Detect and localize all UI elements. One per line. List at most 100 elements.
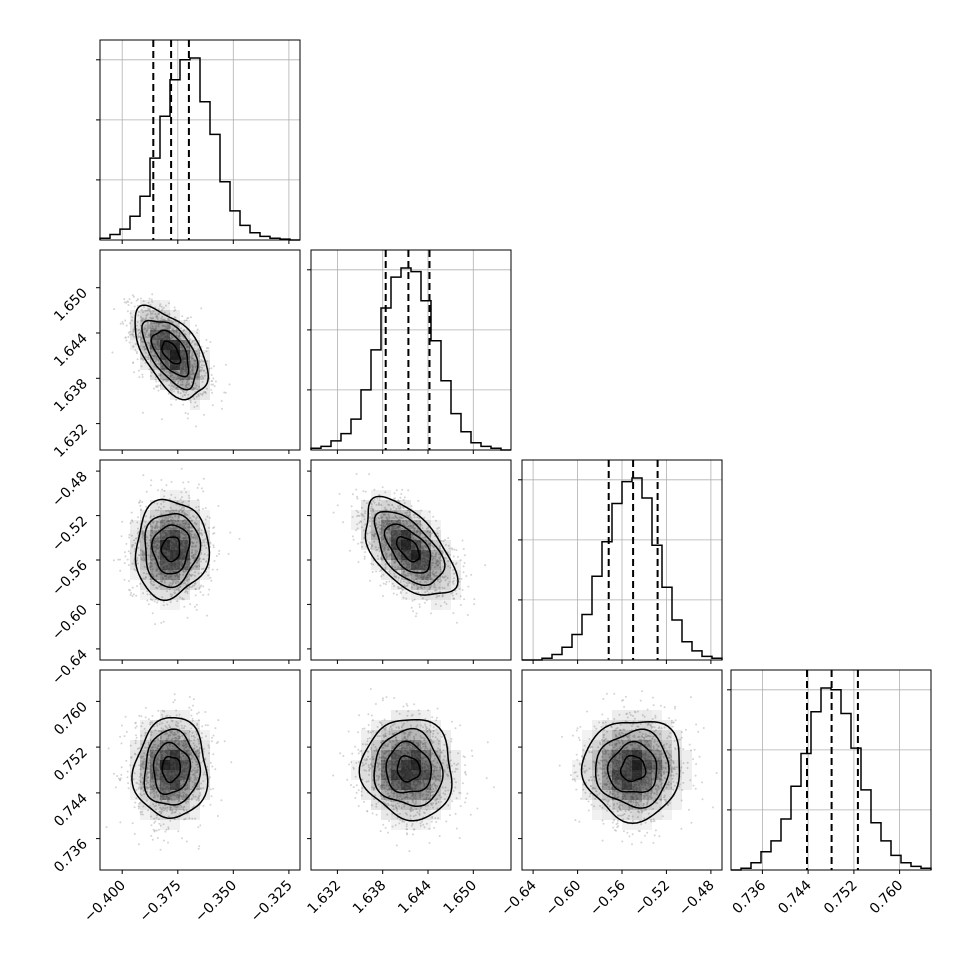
scatter-point [135, 594, 138, 597]
density-cell [351, 520, 361, 530]
scatter-point [128, 588, 130, 591]
scatter-point [211, 568, 214, 571]
scatter-point [467, 585, 470, 588]
scatter-point [193, 605, 196, 608]
scatter-point [157, 489, 159, 492]
scatter-point [466, 614, 469, 616]
scatter-point [141, 373, 144, 376]
scatter-point [155, 356, 158, 358]
scatter-point [153, 600, 156, 603]
scatter-point [221, 407, 223, 410]
scatter-point [177, 322, 180, 325]
scatter-point [379, 584, 382, 587]
scatter-point [132, 593, 135, 596]
density-cell [431, 560, 441, 570]
scatter-point [336, 504, 339, 507]
scatter-point [213, 526, 216, 529]
scatter-point [131, 316, 134, 319]
scatter-point [381, 486, 384, 489]
scatter-point [410, 606, 413, 609]
scatter-point [147, 603, 150, 606]
scatter-point [198, 845, 201, 848]
scatter-point [357, 561, 360, 564]
scatter-point [332, 511, 335, 514]
scatter-point [154, 623, 157, 626]
density-cell [381, 500, 391, 510]
scatter-point [206, 614, 208, 617]
scatter-point [213, 385, 216, 388]
scatter-point [452, 612, 455, 615]
density-cell [140, 590, 150, 600]
scatter-point [170, 480, 173, 483]
scatter-point [113, 308, 116, 311]
scatter-point [137, 335, 139, 338]
density-cell [190, 380, 200, 390]
density-cell [160, 500, 170, 510]
scatter-point [137, 311, 140, 313]
scatter-point [213, 560, 216, 562]
scatter-point [138, 501, 141, 504]
scatter-point [160, 621, 163, 624]
scatter-point [184, 385, 187, 387]
scatter-point [350, 505, 353, 508]
scatter-point [139, 330, 142, 332]
scatter-point [128, 536, 131, 539]
scatter-point [189, 603, 192, 606]
scatter-point [195, 395, 198, 398]
scatter-point [459, 604, 462, 606]
scatter-point [187, 481, 190, 483]
scatter-point [156, 601, 159, 604]
scatter-point [205, 338, 208, 341]
scatter-point [189, 316, 192, 319]
scatter-point [457, 555, 459, 558]
scatter-point [452, 555, 455, 558]
scatter-point [125, 324, 128, 327]
scatter-point [125, 542, 128, 545]
scatter-point [160, 479, 163, 481]
density-cell [170, 510, 180, 520]
scatter-point [123, 551, 126, 554]
scatter-point [186, 616, 189, 619]
scatter-point [155, 325, 158, 328]
scatter-point [392, 592, 395, 595]
scatter-point [415, 612, 418, 615]
scatter-point [123, 578, 126, 581]
scatter-point [189, 338, 192, 341]
scatter-point [127, 336, 130, 338]
scatter-point [149, 360, 152, 362]
scatter-point [210, 367, 213, 370]
scatter-point [227, 553, 230, 555]
scatter-point [141, 411, 144, 414]
scatter-point [202, 585, 205, 588]
scatter-point [121, 520, 124, 523]
scatter-point [141, 376, 144, 378]
scatter-point [144, 706, 147, 709]
density-cell [431, 520, 441, 530]
scatter-point [218, 549, 221, 552]
scatter-point [368, 473, 371, 476]
scatter-point [189, 370, 192, 373]
scatter-point [122, 322, 125, 325]
scatter-point [201, 366, 204, 369]
scatter-point [447, 537, 450, 540]
scatter-point [167, 841, 169, 844]
scatter-point [352, 538, 355, 541]
scatter-point [127, 331, 130, 334]
scatter-point [150, 834, 153, 837]
density-cell [431, 580, 441, 590]
scatter-point [217, 719, 220, 722]
density-cell [371, 500, 381, 510]
density-cell [401, 540, 411, 550]
scatter-point [197, 483, 200, 486]
density-cell [361, 510, 371, 520]
density-cell [441, 600, 451, 610]
scatter-point [130, 302, 133, 304]
scatter-point [230, 761, 233, 764]
scatter-point [120, 535, 123, 538]
density-cell [150, 570, 160, 580]
scatter-point [194, 382, 197, 385]
scatter-point [204, 724, 207, 727]
scatter-point [211, 404, 214, 407]
scatter-point [212, 377, 215, 380]
scatter-point [127, 304, 130, 306]
